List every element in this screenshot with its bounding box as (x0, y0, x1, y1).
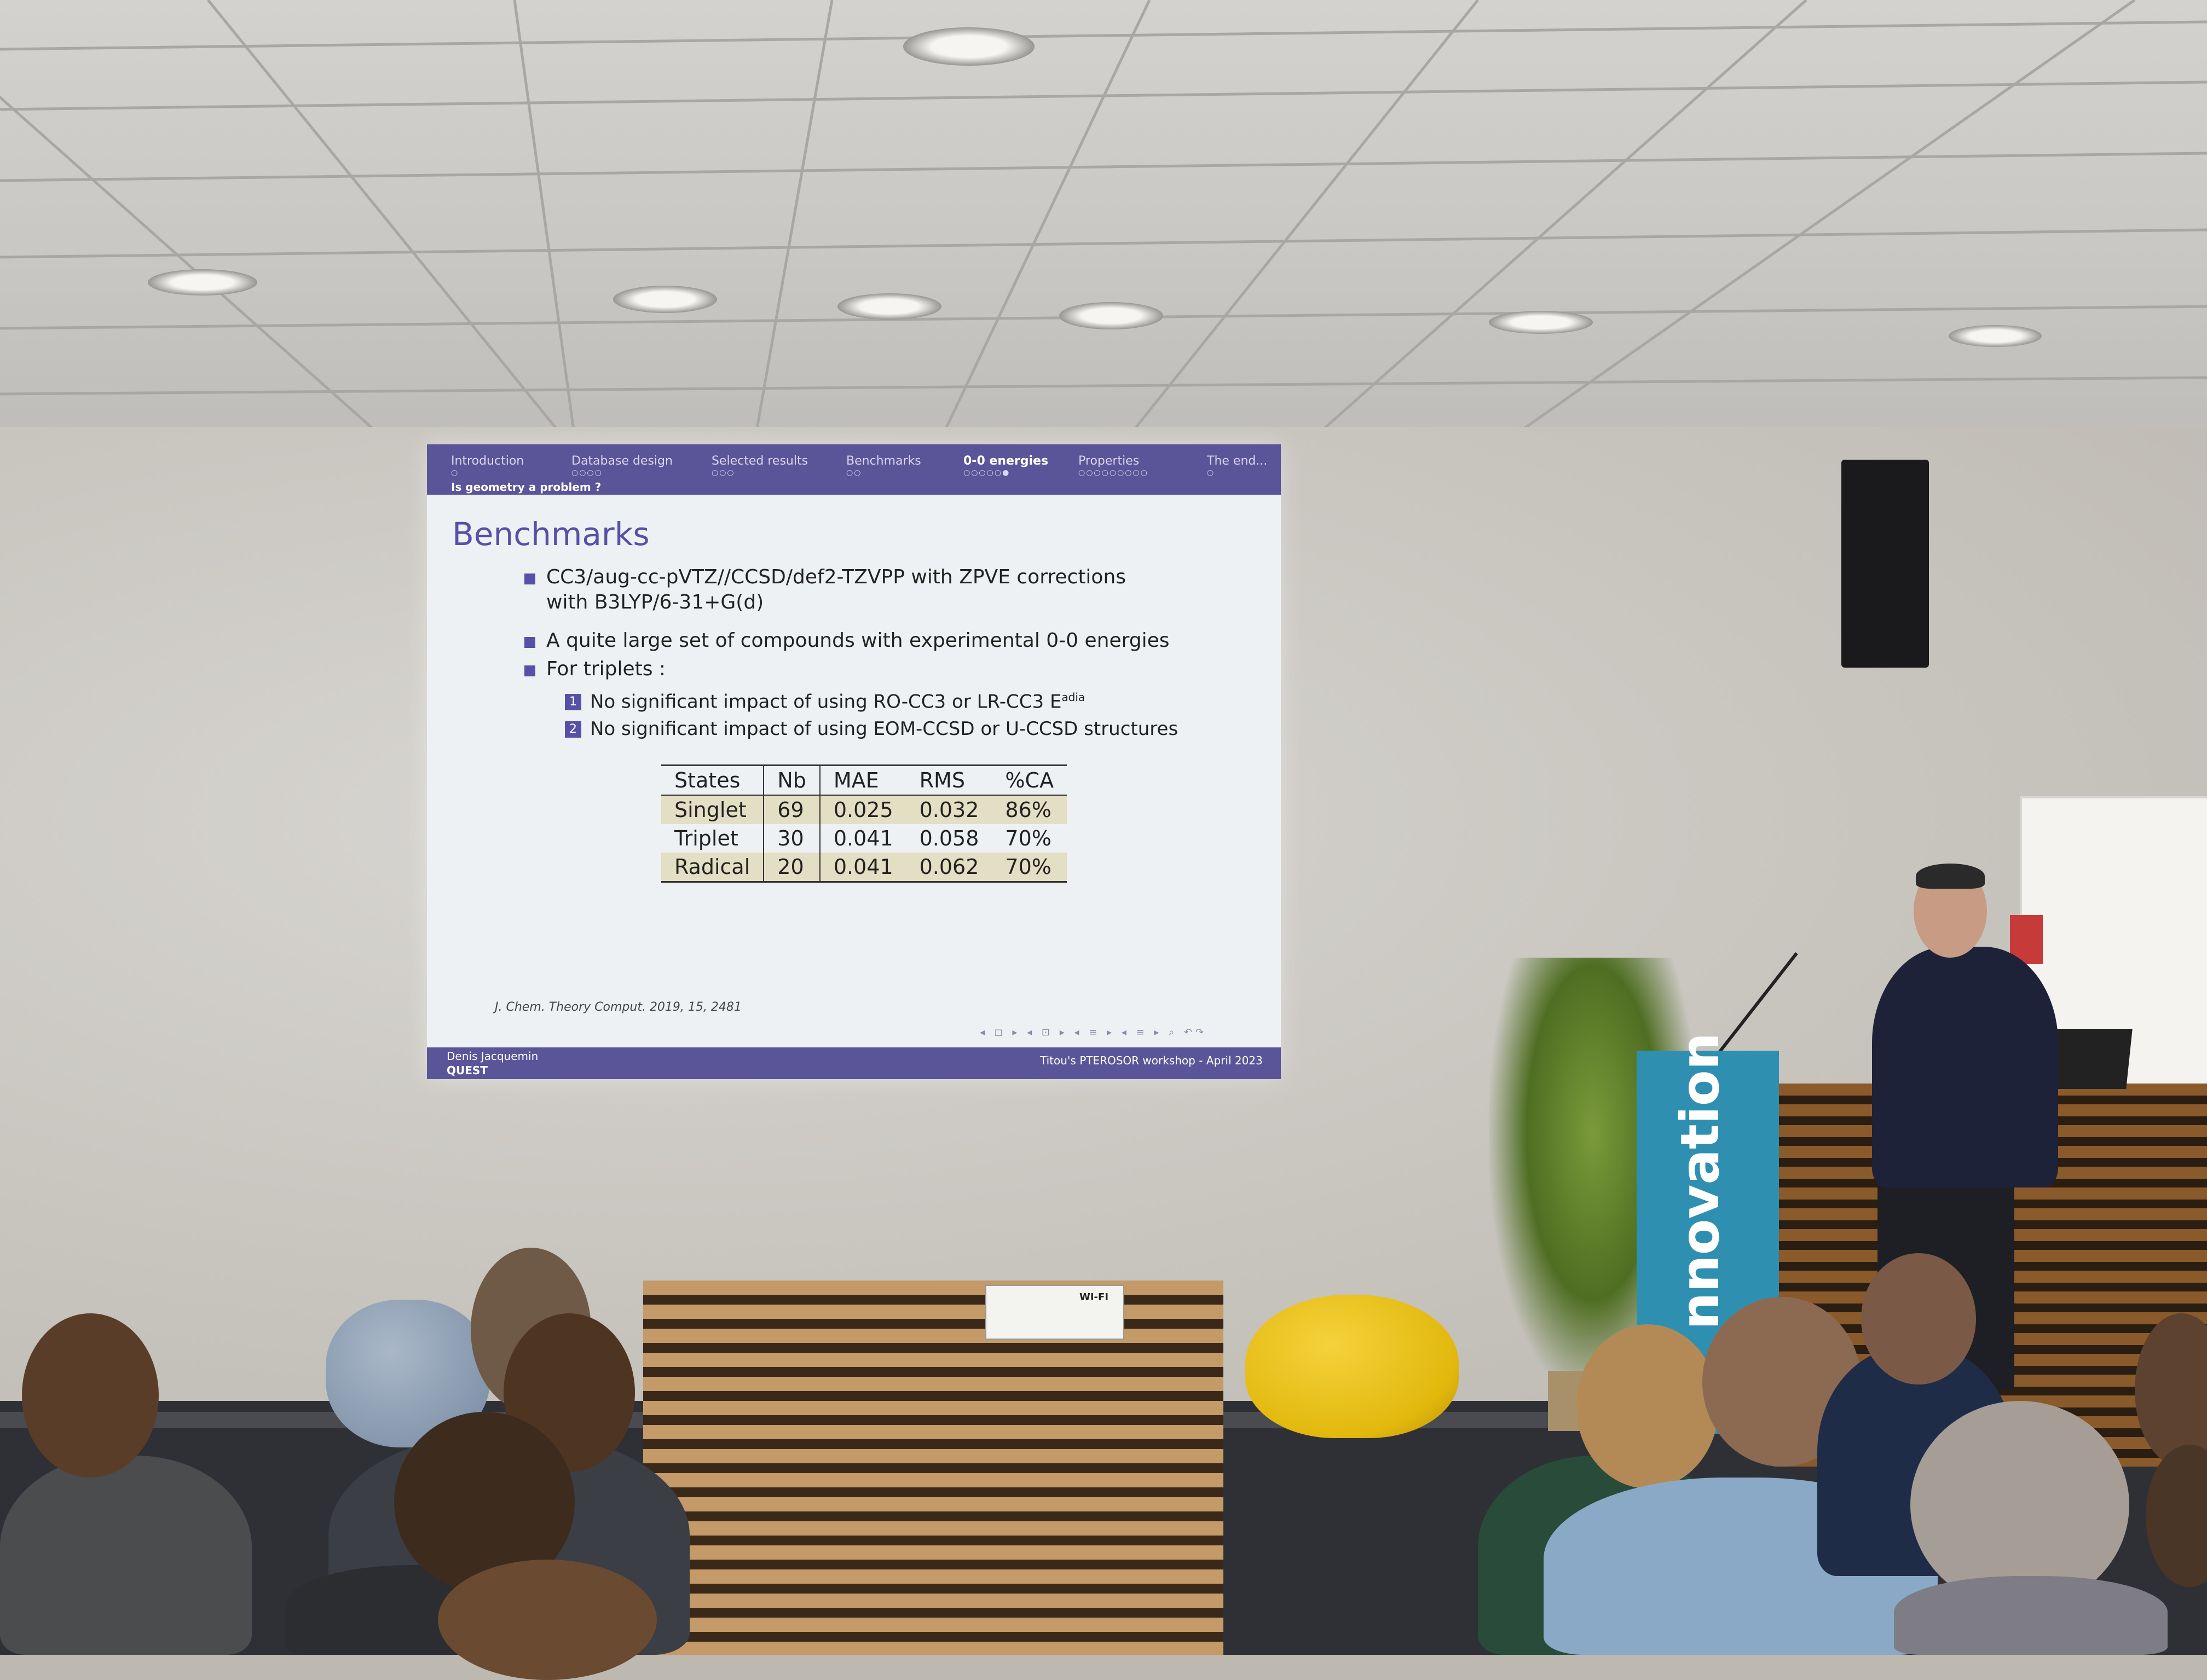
table-row: Singlet 69 0.025 0.032 86% (661, 795, 1067, 824)
header-mae: MAE (819, 764, 906, 796)
cell-state: Triplet (661, 824, 765, 853)
nav-section-selected-results: Selected results (712, 454, 808, 468)
cell-ca: 70% (992, 853, 1067, 883)
header-ca: %CA (992, 764, 1067, 796)
nav-section-benchmarks: Benchmarks (846, 454, 921, 468)
ceiling-light (613, 286, 717, 313)
cell-rms: 0.032 (906, 795, 992, 824)
wifi-sign: WI-FI (985, 1285, 1124, 1340)
table-row: Radical 20 0.041 0.062 70% (661, 853, 1067, 883)
nav-section-introduction: Introduction (451, 454, 524, 468)
cell-ca: 86% (992, 795, 1067, 824)
audience-head (22, 1313, 159, 1478)
projected-slide: Introduction ○ Database design ○○○○ Sele… (427, 444, 1281, 1079)
audience-member (1894, 1576, 2168, 1655)
ceiling-light (837, 293, 941, 320)
ceiling-light (903, 27, 1035, 66)
nav-section-properties: Properties (1078, 454, 1140, 468)
cell-mae: 0.041 (833, 826, 893, 850)
sub-item-number: 1 (565, 694, 581, 710)
audience-head (2135, 1313, 2207, 1467)
nav-dots: ○ (1207, 468, 1215, 477)
bullet-text: For triplets : (546, 658, 666, 680)
lectern-text: nnovation (1669, 1032, 1731, 1330)
ceiling (0, 0, 2207, 438)
ceiling-grid (0, 0, 2207, 438)
wifi-sign-label: WI-FI (1079, 1291, 1109, 1303)
ceiling-light (1949, 325, 2042, 347)
nav-dots: ○○ (846, 468, 862, 477)
table-row: Triplet 30 0.041 0.058 70% (661, 824, 1067, 853)
slide-subsection: Is geometry a problem ? (451, 480, 602, 494)
presenter (1872, 947, 2058, 1187)
audience-head (438, 1560, 657, 1680)
nav-dots: ○ (451, 468, 459, 477)
slide-title: Benchmarks (452, 515, 650, 553)
cell-nb: 20 (764, 853, 821, 883)
nav-section-the-end: The end... (1207, 454, 1268, 468)
sub-item-text-body: No significant impact of using RO-CC3 or… (590, 691, 1062, 713)
bullet-square (524, 665, 535, 676)
audience-head (1861, 1253, 1976, 1384)
header-states: States (661, 764, 765, 796)
ceiling-light (1059, 302, 1163, 329)
yellow-pouf (1245, 1295, 1459, 1438)
presenter-hair (1916, 864, 1985, 889)
cell-ca: 70% (1005, 826, 1051, 850)
wooden-slat-cabinet (643, 1281, 1223, 1655)
bullet-square (524, 637, 535, 648)
cell-nb: 69 (764, 795, 821, 824)
nav-dots: ○○○○ (571, 468, 603, 477)
nav-dots: ○○○ (712, 468, 735, 477)
citation: J. Chem. Theory Comput. 2019, 15, 2481 (495, 1000, 742, 1014)
cell-state: Radical (661, 853, 765, 883)
cell-mae: 0.041 (819, 853, 906, 883)
footer-short-title: QUEST (447, 1064, 488, 1077)
audience-head (1910, 1401, 2129, 1609)
loudspeaker (1841, 460, 1929, 668)
nav-section-database-design: Database design (571, 454, 673, 468)
sub-item-text: No significant impact of using EOM-CCSD … (590, 718, 1178, 740)
audience-member (0, 1456, 252, 1655)
nav-dots: ○○○○○○○○○ (1078, 468, 1148, 477)
ceiling-light (148, 269, 257, 296)
sub-item-number: 2 (565, 721, 581, 738)
cell-state: Singlet (661, 795, 765, 824)
table-header-row: States Nb MAE RMS %CA (661, 764, 1067, 796)
sub-item-text: No significant impact of using RO-CC3 or… (590, 691, 1085, 712)
cell-mae: 0.025 (819, 795, 906, 824)
beamer-nav-icons: ◂ ◻ ▸ ◂ ⊡ ▸ ◂ ≡ ▸ ◂ ≡ ▸ ⌕ ↶↷ (980, 1027, 1208, 1038)
bullet-text: CC3/aug-cc-pVTZ//CCSD/def2-TZVPP with ZP… (546, 566, 1126, 588)
bullet-square (524, 573, 535, 584)
cell-nb: 30 (764, 824, 821, 853)
results-table: States Nb MAE RMS %CA Singlet 69 0.025 0… (661, 764, 1067, 883)
cell-rms: 0.058 (919, 826, 979, 850)
bullet-text: A quite large set of compounds with expe… (546, 629, 1170, 652)
ceiling-light (1489, 311, 1593, 334)
header-rms: RMS (906, 764, 992, 796)
footer-event: Titou's PTEROSOR workshop - April 2023 (1040, 1054, 1263, 1067)
nav-section-0-0-energies: 0-0 energies (963, 454, 1049, 468)
footer-author: Denis Jacquemin (447, 1050, 539, 1063)
nav-dots: ○○○○○● (963, 468, 1010, 477)
slide-footer: Denis Jacquemin QUEST Titou's PTEROSOR w… (427, 1047, 1281, 1079)
audience-head (1576, 1324, 1719, 1488)
superscript: adia (1061, 691, 1085, 704)
slide-navigation-bar: Introduction ○ Database design ○○○○ Sele… (427, 444, 1281, 495)
header-nb: Nb (764, 764, 821, 796)
cell-rms: 0.062 (906, 853, 992, 883)
bullet-text-continued: with B3LYP/6-31+G(d) (546, 591, 764, 613)
